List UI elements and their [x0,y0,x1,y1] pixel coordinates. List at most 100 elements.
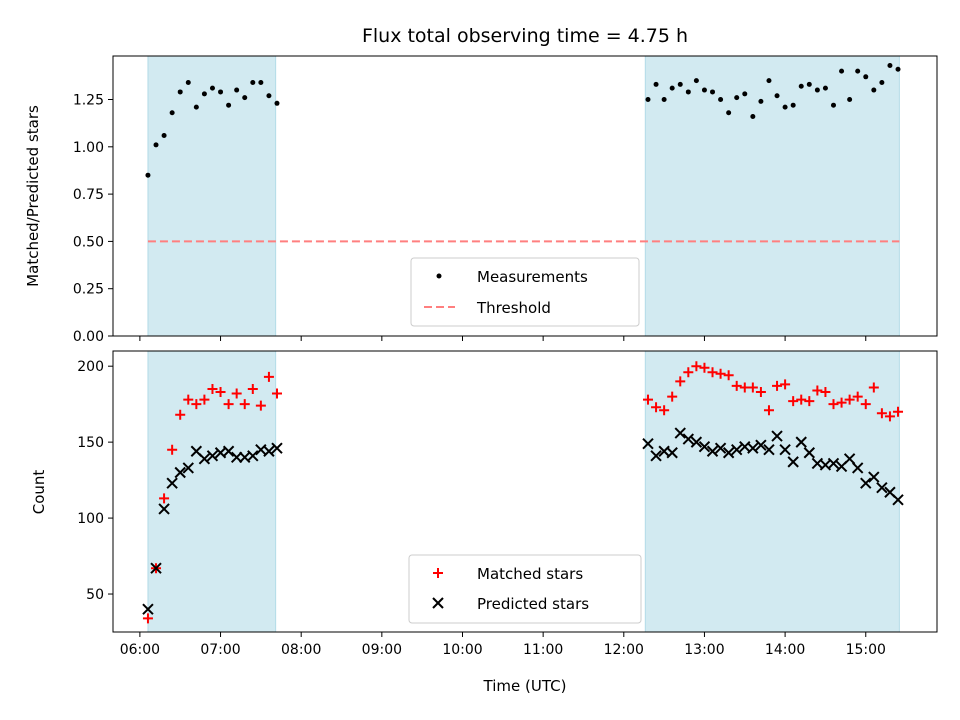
measurement-point [661,97,667,103]
measurement-point [726,110,732,116]
x-tick-label-3: 09:00 [362,642,402,658]
measurement-point [242,95,248,101]
matched-star-point [804,396,815,407]
measurement-point [145,172,151,178]
predicted-star-point [843,453,856,465]
measurement-point [887,62,893,68]
measurement-point [226,102,232,108]
top-y-tick-label-1: 0.25 [73,282,104,298]
matched-star-point [142,613,153,624]
x-tick-label-5: 11:00 [523,642,563,658]
measurement-point [701,87,707,93]
bottom-legend: Matched stars Predicted stars [408,554,642,624]
predicted-star-point [206,450,219,462]
predicted-star-point [787,456,799,468]
matched-star-point [836,397,847,408]
measurement-point [258,79,264,85]
measurement-point [879,79,885,85]
matched-star-point [772,380,783,391]
top-panel: 0.00 0.25 0.50 0.75 1.00 1.25 Matched/Predict… [24,55,938,345]
bot-shaded-region-1 [644,350,900,633]
measurement-point [895,66,901,72]
predicted-star-point [182,462,194,474]
predicted-star-point [722,447,735,459]
measurement-point [806,81,812,87]
legend-label-matched: Matched stars [477,565,583,583]
predicted-star-point [142,603,154,615]
predicted-star-point [779,444,791,456]
matched-star-point [876,408,887,419]
matched-star-point [207,383,218,394]
bot-y-tick-label-3: 200 [77,359,104,375]
measurement-point [177,89,183,95]
measurement-point [822,85,828,91]
predicted-star-point [682,433,695,445]
measurement-point [798,83,804,89]
measurement-point [645,97,651,103]
predicted-star-point [674,427,686,439]
measurement-point [669,85,675,91]
matched-star-point [788,396,799,407]
top-shaded-region-0 [147,55,277,337]
legend-label-predicted: Predicted stars [477,595,589,613]
matched-star-point [844,394,855,405]
predicted-star-point [698,440,711,453]
predicted-star-point [771,430,783,442]
predicted-star-point [666,447,678,459]
matched-star-point [675,376,686,387]
matched-star-point [699,362,710,373]
predicted-star-point [158,503,170,515]
measurement-point [234,87,240,93]
matched-star-point [651,402,662,413]
matched-star-point [175,409,186,420]
matched-star-point [860,399,871,410]
x-tick-label-9: 15:00 [846,642,886,658]
measurement-point [814,87,820,93]
predicted-star-point [876,481,888,494]
matched-star-point [683,367,694,378]
measurement-point [209,85,215,91]
predicted-star-point [868,471,880,483]
measurement-point [161,132,167,138]
bot-shaded-region-0 [147,350,277,633]
matched-star-point [183,394,194,405]
predicted-star-point [827,457,840,470]
predicted-star-point [860,477,872,489]
measurement-point [185,79,191,85]
legend-label-measurements: Measurements [477,268,588,286]
measurement-point [855,68,861,74]
measurement-point [774,93,780,99]
legend-marker-matched [433,568,443,578]
top-legend: Measurements Threshold [410,257,640,327]
measurement-point [677,81,683,87]
top-panel-frame [112,55,938,337]
top-y-axis-label: Matched/Predicted stars [24,105,42,287]
measurement-point [718,97,724,103]
measurement-point [653,81,659,87]
top-y-tick-label-3: 0.75 [73,187,104,203]
measurement-point [863,74,869,80]
measurement-point [201,91,207,97]
predicted-star-point [714,442,727,454]
predicted-star-point [198,453,211,465]
bottom-panel-frame [112,350,938,633]
legend-label-threshold: Threshold [476,299,551,317]
predicted-star-point [166,477,178,489]
x-tick-label-0: 06:00 [120,642,160,658]
matched-star-point [191,399,202,410]
bottom-y-axis-label: Count [30,470,48,515]
measurement-point [830,102,836,108]
measurement-point [782,104,788,110]
predicted-star-point [803,447,816,459]
x-tick-label-4: 10:00 [442,642,482,658]
matched-star-point [755,387,766,398]
x-axis-label: Time (UTC) [483,677,567,695]
top-y-tick-label-0: 0.00 [73,329,104,345]
predicted-star-point [642,437,654,450]
bottom-legend-box [408,554,642,624]
top-y-tick-label-5: 1.25 [73,93,104,109]
matched-star-point [659,405,670,416]
measurement-point [734,95,740,101]
x-tick-label-6: 12:00 [604,642,644,658]
